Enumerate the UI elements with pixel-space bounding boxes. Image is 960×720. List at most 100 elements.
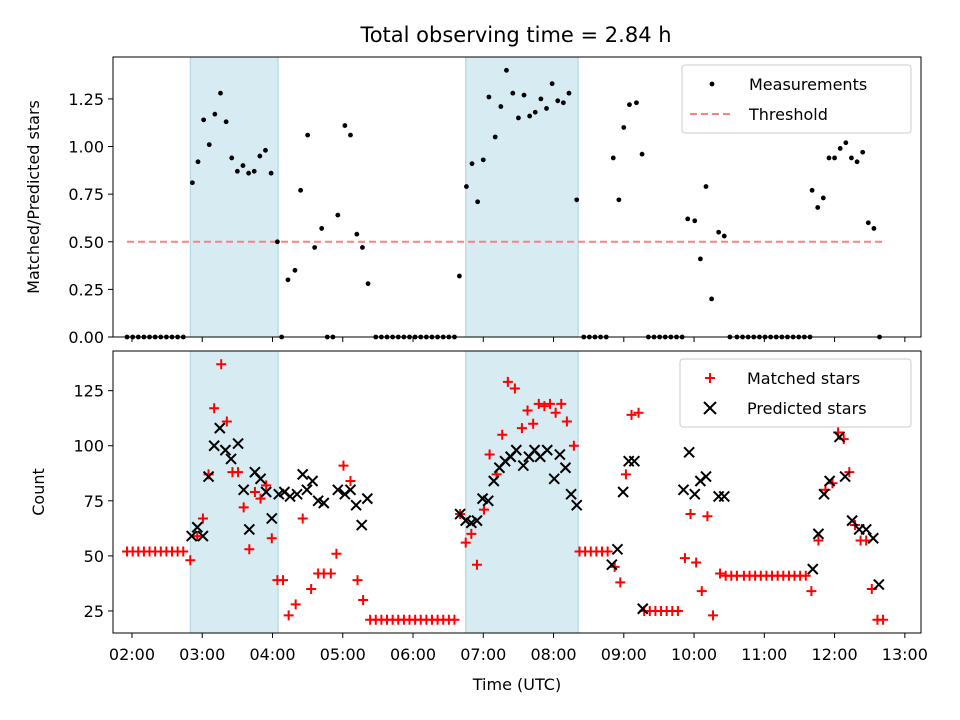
measurement-point xyxy=(189,180,195,186)
predicted-star-point xyxy=(823,475,836,487)
top-y-tick-label: 0.50 xyxy=(68,233,104,252)
predicted-star-point xyxy=(510,444,523,456)
measurement-point xyxy=(815,205,821,210)
predicted-star-point xyxy=(266,512,278,525)
top-legend-box xyxy=(681,64,912,134)
measurement-point xyxy=(685,216,691,222)
predicted-star-point xyxy=(356,519,368,531)
predicted-star-point xyxy=(611,543,624,555)
predicted-star-point xyxy=(683,446,695,459)
predicted-star-point xyxy=(344,484,357,496)
measurement-point xyxy=(263,147,268,153)
measurement-point xyxy=(697,256,703,262)
measurement-point xyxy=(538,96,544,102)
predicted-star-point xyxy=(254,473,267,485)
measurement-point xyxy=(721,233,727,239)
matched-star-point xyxy=(255,493,266,504)
predicted-star-point xyxy=(700,470,712,483)
matched-star-point xyxy=(283,610,294,621)
matched-star-point xyxy=(561,416,572,427)
matched-star-point xyxy=(345,475,356,486)
matched-star-point xyxy=(244,544,255,555)
predicted-star-point xyxy=(873,578,885,591)
measurement-point xyxy=(486,94,492,100)
top-y-tick-label: 1.00 xyxy=(68,138,104,157)
matched-star-point xyxy=(238,502,249,513)
measurement-point xyxy=(342,123,348,128)
x-tick-label: 06:00 xyxy=(390,645,436,664)
matched-star-point xyxy=(696,586,707,597)
bottom-y-tick-label: 100 xyxy=(73,437,104,456)
top-shaded-regions xyxy=(189,56,579,338)
predicted-star-point xyxy=(867,532,879,544)
measurement-point xyxy=(616,197,622,203)
measurement-point xyxy=(544,106,549,111)
measurement-point xyxy=(229,155,235,161)
matched-star-point xyxy=(715,568,726,579)
bottom-x-axis: 02:00 03:00 04:00 05:00 06:00 07:00 08:00 09:00… xyxy=(109,633,928,664)
measurement-point xyxy=(335,212,341,218)
measurement-point xyxy=(516,115,521,121)
x-tick-label: 07:00 xyxy=(460,645,506,664)
top-y-tick-label: 0.25 xyxy=(68,280,104,299)
legend-label-matched-stars: Matched stars xyxy=(747,369,860,388)
x-tick-label: 08:00 xyxy=(530,645,576,664)
measurement-point xyxy=(521,92,527,98)
shaded-interval xyxy=(465,56,579,338)
matched-star-point xyxy=(358,594,369,605)
predicted-star-point xyxy=(306,475,319,487)
matched-star-point xyxy=(806,586,817,597)
measurement-point xyxy=(360,245,365,250)
predicted-star-point xyxy=(571,499,583,511)
matched-star-points xyxy=(122,359,889,625)
top-x-ticks xyxy=(131,337,906,342)
measurement-point xyxy=(195,159,201,165)
matched-star-point xyxy=(708,610,719,621)
predicted-star-point xyxy=(301,484,313,496)
matched-star-point xyxy=(679,553,690,564)
measurement-point xyxy=(257,153,263,159)
predicted-star-point xyxy=(637,603,649,615)
measurement-point xyxy=(809,187,815,193)
matched-star-point xyxy=(209,403,220,414)
matched-star-point xyxy=(568,440,579,451)
measurement-point xyxy=(292,267,298,273)
measurement-point xyxy=(871,226,877,231)
predicted-star-point xyxy=(350,499,362,511)
predicted-star-points xyxy=(185,422,885,615)
bottom-plot-frame xyxy=(112,350,922,634)
matched-star-point xyxy=(516,423,527,434)
measurement-point xyxy=(860,149,866,155)
predicted-star-point xyxy=(565,488,577,500)
matched-star-point xyxy=(672,605,683,616)
x-tick-label: 13:00 xyxy=(882,645,928,664)
measurement-point xyxy=(510,90,516,96)
measurement-point xyxy=(218,90,223,96)
top-panel: 0.00 0.25 0.50 0.75 1.00 1.25 Matched/Predict… xyxy=(24,56,922,347)
predicted-star-point xyxy=(332,484,344,496)
measurement-point xyxy=(826,155,832,161)
matched-star-point xyxy=(221,416,232,427)
matched-star-point xyxy=(216,359,227,370)
shaded-interval xyxy=(465,350,579,634)
predicted-star-point xyxy=(318,497,330,509)
predicted-star-point xyxy=(846,514,858,527)
measurement-point xyxy=(854,159,860,165)
matched-star-point xyxy=(449,614,460,625)
measurement-point xyxy=(610,155,616,161)
matched-star-point xyxy=(502,376,513,387)
measurement-point xyxy=(285,277,291,283)
measurement-point xyxy=(639,151,645,157)
bottom-y-tick-label: 75 xyxy=(84,492,104,511)
predicted-star-point xyxy=(617,486,629,498)
x-tick-label: 09:00 xyxy=(601,645,647,664)
legend-marker-matched-stars xyxy=(705,373,715,383)
measurement-point xyxy=(498,104,504,109)
predicted-star-point xyxy=(559,462,572,474)
matched-star-point xyxy=(197,513,208,524)
bottom-y-axis-label: Count xyxy=(29,468,48,516)
predicted-star-point xyxy=(260,486,272,498)
measurement-point xyxy=(223,119,229,125)
shaded-interval xyxy=(189,56,279,338)
measurement-point xyxy=(234,168,240,174)
